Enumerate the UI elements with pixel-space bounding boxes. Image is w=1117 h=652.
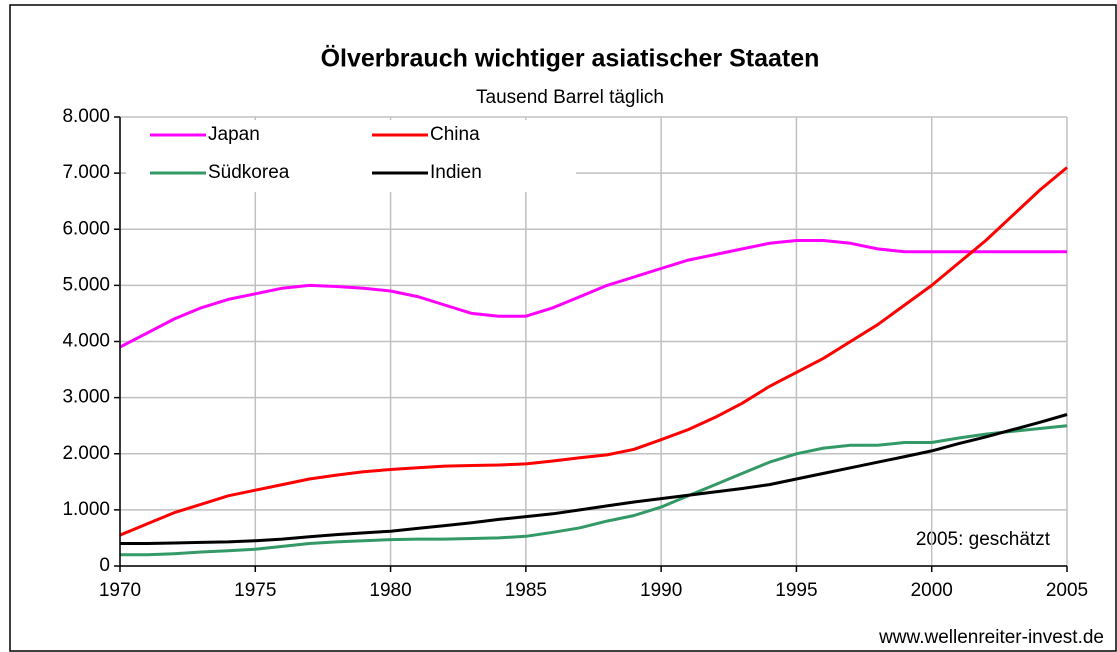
y-tick-label: 2.000	[62, 443, 110, 464]
legend-box	[126, 120, 576, 192]
x-tick-label: 1995	[775, 580, 817, 601]
y-tick-label: 8.000	[62, 106, 110, 127]
x-tick-label: 2000	[911, 580, 953, 601]
x-tick-label: 1980	[369, 580, 411, 601]
y-tick-label: 4.000	[62, 331, 110, 352]
legend-label: Indien	[430, 162, 482, 183]
y-tick-label: 5.000	[62, 274, 110, 295]
y-tick-label: 7.000	[62, 162, 110, 183]
y-tick-label: 3.000	[62, 387, 110, 408]
x-tick-label: 1975	[234, 580, 276, 601]
series-line	[119, 166, 1068, 537]
legend-label: Japan	[208, 124, 260, 145]
chart-title: Ölverbrauch wichtiger asiatischer Staate…	[321, 44, 820, 73]
x-tick-label: 1990	[640, 580, 682, 601]
series-line	[120, 424, 1068, 557]
annotation: 2005: geschätzt	[916, 529, 1051, 550]
legend-label: China	[430, 124, 480, 145]
legend-label: Südkorea	[208, 162, 290, 183]
x-tick-label: 2005	[1046, 580, 1088, 601]
series-line	[120, 413, 1068, 545]
y-tick-label: 1.000	[62, 499, 110, 520]
y-tick-label: 6.000	[62, 218, 110, 239]
chart-subtitle: Tausend Barrel täglich	[476, 87, 664, 108]
series-line	[119, 239, 1067, 349]
x-tick-label: 1970	[99, 580, 141, 601]
y-tick-label: 0	[99, 555, 110, 576]
source-note: www.wellenreiter-invest.de	[878, 627, 1104, 648]
x-tick-label: 1985	[505, 580, 547, 601]
